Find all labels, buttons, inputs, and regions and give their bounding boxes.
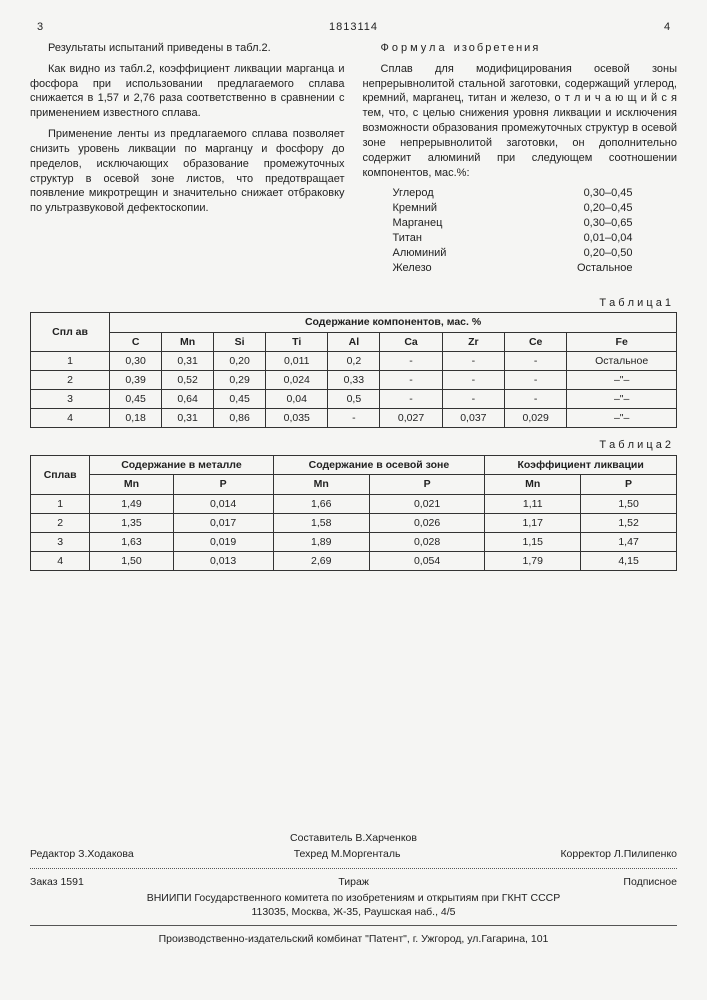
th-mn: Mn	[273, 475, 369, 494]
table1-caption: Т а б л и ц а 1	[30, 296, 671, 311]
right-column: Формула изобретения Сплав для модифициро…	[363, 41, 678, 286]
comp-name: Титан	[393, 231, 423, 246]
table-row: 30,450,640,450,040,5---–"–	[31, 390, 677, 409]
comp-val: 0,30–0,45	[584, 186, 633, 201]
comp-name: Кремний	[393, 201, 438, 216]
th-fe: Fe	[567, 332, 677, 351]
table-row: 10,300,310,200,0110,2---Остальное	[31, 351, 677, 370]
table-row: 20,390,520,290,0240,33---–"–	[31, 370, 677, 389]
th-mn: Mn	[485, 475, 581, 494]
corrector: Корректор Л.Пилипенко	[560, 847, 677, 861]
th-p: P	[369, 475, 484, 494]
comp-val: 0,30–0,65	[584, 216, 633, 231]
comp-name: Марганец	[393, 216, 443, 231]
editor: Редактор З.Ходакова	[30, 847, 134, 861]
comp-name: Железо	[393, 261, 432, 276]
comp-name: Углерод	[393, 186, 434, 201]
org: ВНИИПИ Государственного комитета по изоб…	[30, 891, 677, 905]
comp-val: Остальное	[577, 261, 633, 276]
claim-text: Сплав для модифицирования осевой зоны не…	[363, 62, 678, 181]
composition-list: Углерод 0,30–0,45 Кремний 0,20–0,45 Марган…	[393, 186, 678, 275]
address2: Производственно-издательский комбинат "П…	[30, 932, 677, 946]
th-c: C	[110, 332, 162, 351]
compiler: Составитель В.Харченков	[30, 831, 677, 845]
th-ce: Ce	[505, 332, 567, 351]
order: Заказ 1591	[30, 875, 84, 889]
table-row: 11,490,0141,660,0211,111,50	[31, 494, 677, 513]
th-alloy: Сплав	[31, 456, 90, 494]
footer: Составитель В.Харченков Редактор З.Ходак…	[30, 831, 677, 946]
th-al: Al	[328, 332, 380, 351]
th-zr: Zr	[442, 332, 504, 351]
table-row: 21,350,0171,580,0261,171,52	[31, 513, 677, 532]
table2: Сплав Содержание в металле Содержание в …	[30, 455, 677, 571]
th-mn: Mn	[162, 332, 214, 351]
th-si: Si	[214, 332, 266, 351]
th-components: Содержание компонентов, мас. %	[110, 313, 677, 332]
tirazh: Тираж	[338, 875, 369, 889]
th-ti: Ti	[266, 332, 328, 351]
comp-name: Алюминий	[393, 246, 447, 261]
th-ca: Ca	[380, 332, 442, 351]
table-row: 41,500,0132,690,0541,794,15	[31, 552, 677, 571]
table1: Спл ав Содержание компонентов, мас. % C …	[30, 312, 677, 428]
th-mn: Mn	[90, 475, 173, 494]
comp-val: 0,20–0,45	[584, 201, 633, 216]
subscription: Подписное	[623, 875, 677, 889]
page-left: 3	[30, 20, 50, 35]
address1: 113035, Москва, Ж-35, Раушская наб., 4/5	[30, 905, 677, 919]
page-right: 4	[657, 20, 677, 35]
th-metal: Содержание в металле	[90, 456, 273, 475]
th-p: P	[173, 475, 273, 494]
left-column: Результаты испытаний приведены в табл.2.…	[30, 41, 345, 286]
formula-heading: Формула изобретения	[363, 41, 678, 56]
techred: Техред М.Моргенталь	[294, 847, 401, 861]
table-row: 40,180,310,860,035-0,0270,0370,029–"–	[31, 409, 677, 428]
th-coeff: Коэффициент ликвации	[485, 456, 677, 475]
comp-val: 0,20–0,50	[584, 246, 633, 261]
para-results: Результаты испытаний приведены в табл.2.	[30, 41, 345, 56]
para-application: Применение ленты из предлагаемого сплава…	[30, 127, 345, 216]
th-alloy: Спл ав	[31, 313, 110, 351]
document-number: 1813114	[50, 20, 657, 35]
th-p: P	[581, 475, 677, 494]
table-row: 31,630,0191,890,0281,151,47	[31, 532, 677, 551]
comp-val: 0,01–0,04	[584, 231, 633, 246]
table2-caption: Т а б л и ц а 2	[30, 438, 671, 453]
th-axial: Содержание в осевой зоне	[273, 456, 485, 475]
para-table2-analysis: Как видно из табл.2, коэффициент ликваци…	[30, 62, 345, 121]
